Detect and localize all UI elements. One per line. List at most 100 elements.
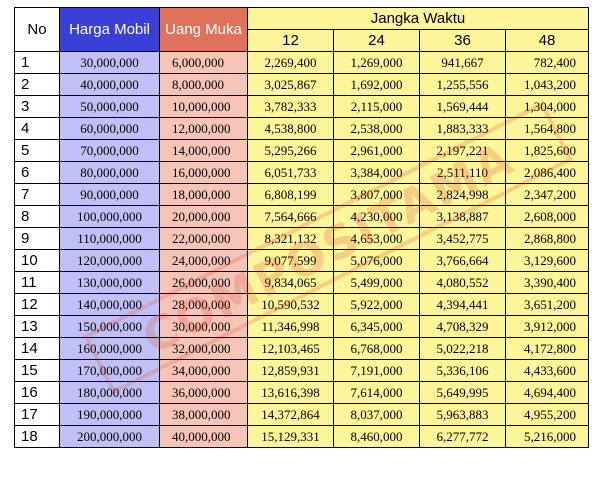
table-row: 18 200,000,000 40,000,000 15,129,331 8,460,0… bbox=[14, 425, 589, 448]
installment-24-cell: 4,653,000 bbox=[333, 227, 420, 250]
car-price-cell: 70,000,000 bbox=[59, 139, 160, 162]
row-number: 1 bbox=[14, 51, 60, 74]
installment-12-cell: 9,077,599 bbox=[247, 249, 334, 272]
loan-table-container: No Harga Mobil Uang Muka Jangka Waktu 12… bbox=[14, 7, 589, 448]
installment-12-cell: 10,590,532 bbox=[247, 293, 334, 316]
down-payment-cell: 36,000,000 bbox=[159, 381, 248, 404]
installment-36-cell: 4,080,552 bbox=[419, 271, 506, 294]
down-payment-cell: 28,000,000 bbox=[159, 293, 248, 316]
table-row: 11 130,000,000 26,000,000 9,834,065 5,499,00… bbox=[14, 271, 589, 294]
down-payment-cell: 12,000,000 bbox=[159, 117, 248, 140]
car-price-cell: 100,000,000 bbox=[59, 205, 160, 228]
down-payment-cell: 16,000,000 bbox=[159, 161, 248, 184]
installment-48-cell: 2,086,400 bbox=[505, 161, 589, 184]
installment-12-cell: 6,051,733 bbox=[247, 161, 334, 184]
installment-48-cell: 4,955,200 bbox=[505, 403, 589, 426]
row-number: 6 bbox=[14, 161, 60, 184]
installment-24-cell: 6,345,000 bbox=[333, 315, 420, 338]
installment-36-cell: 1,883,333 bbox=[419, 117, 506, 140]
installment-12-cell: 12,859,931 bbox=[247, 359, 334, 382]
down-payment-cell: 22,000,000 bbox=[159, 227, 248, 250]
table-body: 1 30,000,000 6,000,000 2,269,400 1,269,000 94… bbox=[14, 51, 589, 448]
row-number: 13 bbox=[14, 315, 60, 338]
row-number: 10 bbox=[14, 249, 60, 272]
installment-12-cell: 13,616,398 bbox=[247, 381, 334, 404]
car-price-cell: 150,000,000 bbox=[59, 315, 160, 338]
car-price-cell: 40,000,000 bbox=[59, 73, 160, 96]
installment-24-cell: 8,037,000 bbox=[333, 403, 420, 426]
car-price-cell: 170,000,000 bbox=[59, 359, 160, 382]
row-number: 8 bbox=[14, 205, 60, 228]
car-price-cell: 130,000,000 bbox=[59, 271, 160, 294]
installment-12-cell: 5,295,266 bbox=[247, 139, 334, 162]
installment-48-cell: 3,651,200 bbox=[505, 293, 589, 316]
installment-24-cell: 6,768,000 bbox=[333, 337, 420, 360]
installment-36-cell: 5,022,218 bbox=[419, 337, 506, 360]
installment-48-cell: 4,172,800 bbox=[505, 337, 589, 360]
installment-48-cell: 1,564,800 bbox=[505, 117, 589, 140]
table-row: 16 180,000,000 36,000,000 13,616,398 7,614,0… bbox=[14, 381, 589, 404]
down-payment-cell: 40,000,000 bbox=[159, 425, 248, 448]
installment-36-cell: 2,824,998 bbox=[419, 183, 506, 206]
installment-36-cell: 2,511,110 bbox=[419, 161, 506, 184]
installment-36-cell: 6,277,772 bbox=[419, 425, 506, 448]
down-payment-cell: 10,000,000 bbox=[159, 95, 248, 118]
installment-24-cell: 1,269,000 bbox=[333, 51, 420, 74]
row-number: 16 bbox=[14, 381, 60, 404]
installment-48-cell: 782,400 bbox=[505, 51, 589, 74]
installment-24-cell: 2,961,000 bbox=[333, 139, 420, 162]
installment-36-cell: 3,138,887 bbox=[419, 205, 506, 228]
table-row: 13 150,000,000 30,000,000 11,346,998 6,345,0… bbox=[14, 315, 589, 338]
row-number: 9 bbox=[14, 227, 60, 250]
car-price-cell: 50,000,000 bbox=[59, 95, 160, 118]
car-price-cell: 160,000,000 bbox=[59, 337, 160, 360]
installment-12-cell: 6,808,199 bbox=[247, 183, 334, 206]
installment-36-cell: 1,255,556 bbox=[419, 73, 506, 96]
installment-24-cell: 3,807,000 bbox=[333, 183, 420, 206]
table-row: 17 190,000,000 38,000,000 14,372,864 8,037,0… bbox=[14, 403, 589, 426]
installment-48-cell: 4,433,600 bbox=[505, 359, 589, 382]
installment-12-cell: 8,321,132 bbox=[247, 227, 334, 250]
car-loan-installment-table: No Harga Mobil Uang Muka Jangka Waktu 12… bbox=[14, 7, 589, 448]
header-row-top: No Harga Mobil Uang Muka Jangka Waktu bbox=[14, 7, 589, 52]
table-row: 5 70,000,000 14,000,000 5,295,266 2,961,000 2… bbox=[14, 139, 589, 162]
car-price-cell: 200,000,000 bbox=[59, 425, 160, 448]
installment-48-cell: 3,390,400 bbox=[505, 271, 589, 294]
installment-48-cell: 1,304,000 bbox=[505, 95, 589, 118]
header-no: No bbox=[14, 7, 60, 52]
row-number: 2 bbox=[14, 73, 60, 96]
table-row: 8 100,000,000 20,000,000 7,564,666 4,230,000… bbox=[14, 205, 589, 228]
installment-48-cell: 4,694,400 bbox=[505, 381, 589, 404]
row-number: 7 bbox=[14, 183, 60, 206]
installment-36-cell: 5,963,883 bbox=[419, 403, 506, 426]
header-term: Jangka Waktu bbox=[247, 7, 589, 30]
installment-24-cell: 5,076,000 bbox=[333, 249, 420, 272]
table-row: 3 50,000,000 10,000,000 3,782,333 2,115,000 1… bbox=[14, 95, 589, 118]
car-price-cell: 60,000,000 bbox=[59, 117, 160, 140]
installment-24-cell: 3,384,000 bbox=[333, 161, 420, 184]
installment-48-cell: 2,868,800 bbox=[505, 227, 589, 250]
installment-36-cell: 4,394,441 bbox=[419, 293, 506, 316]
down-payment-cell: 18,000,000 bbox=[159, 183, 248, 206]
table-row: 14 160,000,000 32,000,000 12,103,465 6,768,0… bbox=[14, 337, 589, 360]
installment-24-cell: 5,499,000 bbox=[333, 271, 420, 294]
row-number: 18 bbox=[14, 425, 60, 448]
table-row: 9 110,000,000 22,000,000 8,321,132 4,653,000… bbox=[14, 227, 589, 250]
header-car-price: Harga Mobil bbox=[59, 7, 160, 52]
installment-24-cell: 5,922,000 bbox=[333, 293, 420, 316]
row-number: 14 bbox=[14, 337, 60, 360]
table-row: 1 30,000,000 6,000,000 2,269,400 1,269,000 94… bbox=[14, 51, 589, 74]
car-price-cell: 120,000,000 bbox=[59, 249, 160, 272]
installment-36-cell: 5,336,106 bbox=[419, 359, 506, 382]
header-month-24: 24 bbox=[333, 29, 420, 52]
installment-48-cell: 2,347,200 bbox=[505, 183, 589, 206]
installment-24-cell: 2,538,000 bbox=[333, 117, 420, 140]
row-number: 12 bbox=[14, 293, 60, 316]
installment-48-cell: 1,825,600 bbox=[505, 139, 589, 162]
installment-12-cell: 9,834,065 bbox=[247, 271, 334, 294]
installment-12-cell: 15,129,331 bbox=[247, 425, 334, 448]
car-price-cell: 90,000,000 bbox=[59, 183, 160, 206]
installment-24-cell: 7,614,000 bbox=[333, 381, 420, 404]
row-number: 15 bbox=[14, 359, 60, 382]
row-number: 5 bbox=[14, 139, 60, 162]
